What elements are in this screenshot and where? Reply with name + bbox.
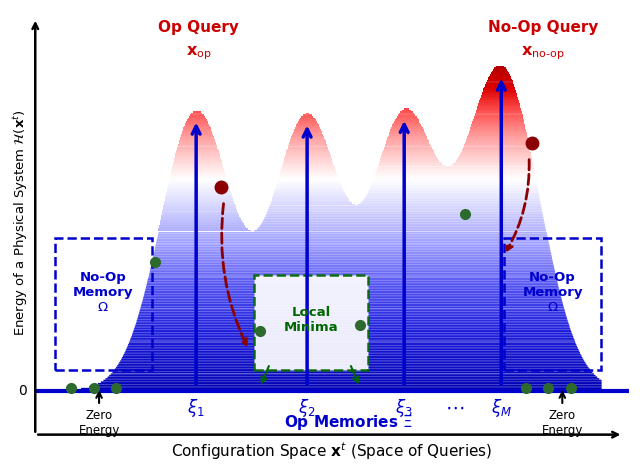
Bar (504, 238, 601, 370)
Text: $\xi_2$: $\xi_2$ (298, 397, 316, 420)
Text: Zero
Energy: Zero Energy (541, 409, 583, 437)
Text: Op Query: Op Query (159, 20, 239, 35)
Text: No-Op
Memory
$\Omega$: No-Op Memory $\Omega$ (522, 271, 583, 314)
Text: Op Memories $\Xi$: Op Memories $\Xi$ (284, 412, 413, 431)
Text: $\cdots$: $\cdots$ (445, 397, 464, 416)
Text: 0: 0 (18, 384, 27, 398)
Bar (54, 238, 152, 370)
Text: Local
Minima: Local Minima (284, 306, 339, 334)
X-axis label: Configuration Space $\mathbf{x}^t$ (Space of Queries): Configuration Space $\mathbf{x}^t$ (Spac… (172, 440, 493, 462)
Text: Zero
Energy: Zero Energy (78, 409, 120, 437)
Text: $\mathbf{x}_{\mathrm{no\text{-}op}}$: $\mathbf{x}_{\mathrm{no\text{-}op}}$ (521, 44, 564, 62)
Y-axis label: Energy of a Physical System $\mathcal{H}(\mathbf{x}^t)$: Energy of a Physical System $\mathcal{H}… (11, 110, 29, 336)
Text: $\xi_1$: $\xi_1$ (188, 397, 205, 420)
Bar (255, 275, 368, 370)
Text: $\xi_3$: $\xi_3$ (396, 397, 413, 420)
Text: $\xi_M$: $\xi_M$ (491, 397, 512, 420)
Text: No-Op Query: No-Op Query (488, 20, 598, 35)
Text: $\mathbf{x}_{\mathrm{op}}$: $\mathbf{x}_{\mathrm{op}}$ (186, 44, 212, 62)
Text: No-Op
Memory
$\Omega$: No-Op Memory $\Omega$ (73, 271, 134, 314)
